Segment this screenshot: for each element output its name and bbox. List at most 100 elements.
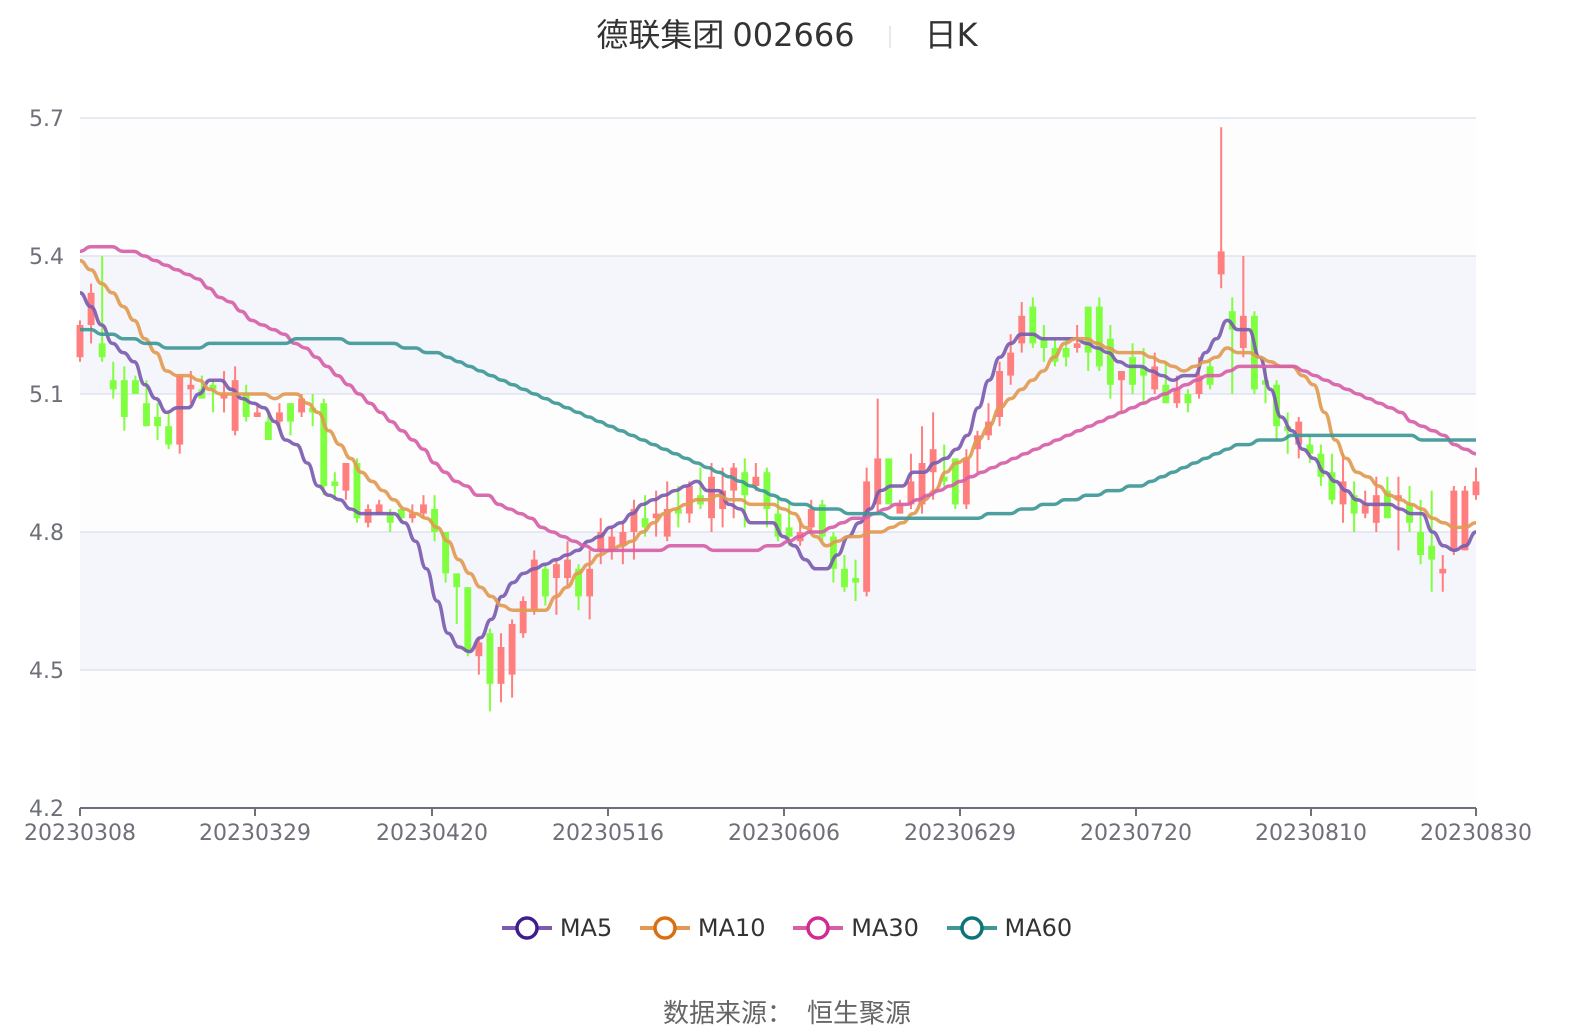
candle[interactable]	[774, 513, 782, 537]
candle[interactable]	[885, 458, 893, 505]
candle[interactable]	[187, 384, 195, 390]
candle[interactable]	[397, 509, 405, 519]
candle[interactable]	[342, 463, 350, 491]
candle[interactable]	[464, 587, 472, 652]
candle[interactable]	[907, 481, 915, 505]
candle[interactable]	[364, 509, 372, 523]
candle[interactable]	[1439, 568, 1447, 574]
candle[interactable]	[1184, 394, 1192, 404]
candle[interactable]	[1361, 504, 1369, 514]
candle[interactable]	[154, 417, 161, 427]
candle[interactable]	[475, 642, 483, 657]
candle[interactable]	[442, 532, 450, 574]
candle[interactable]	[752, 476, 760, 486]
candle[interactable]	[1328, 472, 1336, 500]
candle[interactable]	[874, 458, 882, 505]
candle[interactable]	[630, 509, 638, 532]
candle[interactable]	[652, 513, 660, 519]
candle[interactable]	[176, 375, 184, 445]
candle[interactable]	[1106, 338, 1114, 385]
candle[interactable]	[1228, 311, 1236, 330]
candle[interactable]	[985, 421, 992, 436]
legend-item-ma5[interactable]: MA5	[501, 914, 612, 942]
candle[interactable]	[1195, 375, 1203, 394]
candle[interactable]	[608, 536, 616, 551]
candle[interactable]	[597, 532, 605, 551]
candle[interactable]	[431, 509, 438, 532]
candle[interactable]	[420, 504, 427, 514]
candle[interactable]	[918, 463, 926, 505]
candle[interactable]	[1151, 366, 1159, 390]
candle[interactable]	[298, 398, 306, 413]
candle[interactable]	[1029, 306, 1037, 344]
candle[interactable]	[453, 573, 461, 588]
candle[interactable]	[841, 568, 848, 588]
candle[interactable]	[685, 486, 693, 514]
candle[interactable]	[76, 325, 84, 358]
candle[interactable]	[275, 412, 283, 422]
candle[interactable]	[1095, 306, 1103, 367]
candle[interactable]	[508, 624, 516, 675]
candle[interactable]	[264, 421, 272, 440]
candle[interactable]	[719, 490, 727, 509]
legend-item-ma10[interactable]: MA10	[639, 914, 766, 942]
candle[interactable]	[663, 509, 671, 537]
candle[interactable]	[785, 527, 793, 537]
candle[interactable]	[109, 380, 117, 390]
candle[interactable]	[1306, 444, 1314, 454]
candle[interactable]	[929, 449, 937, 473]
candle[interactable]	[320, 403, 328, 486]
candle[interactable]	[1217, 251, 1225, 275]
candle[interactable]	[1450, 490, 1458, 551]
candle[interactable]	[973, 435, 981, 450]
candle[interactable]	[1395, 495, 1402, 500]
candle[interactable]	[564, 559, 571, 578]
ma-line-ma30[interactable]	[79, 245, 1477, 553]
candle[interactable]	[131, 380, 139, 394]
candle[interactable]	[1062, 348, 1070, 358]
candle[interactable]	[1173, 389, 1181, 404]
ma-line-ma10[interactable]	[79, 258, 1477, 612]
candle[interactable]	[996, 371, 1004, 417]
candle[interactable]	[1007, 352, 1015, 376]
candle[interactable]	[1084, 306, 1092, 353]
candle[interactable]	[940, 476, 948, 482]
candle[interactable]	[519, 601, 527, 634]
candle[interactable]	[852, 578, 859, 583]
candle[interactable]	[220, 394, 228, 399]
ma-line-ma60[interactable]	[79, 327, 1476, 520]
candle[interactable]	[807, 509, 815, 528]
legend-item-ma60[interactable]: MA60	[946, 914, 1072, 942]
candle[interactable]	[1295, 421, 1303, 445]
candle[interactable]	[1140, 366, 1148, 376]
candle[interactable]	[98, 343, 106, 358]
candle[interactable]	[1417, 532, 1425, 555]
legend-item-ma30[interactable]: MA30	[793, 914, 919, 942]
candle[interactable]	[1339, 481, 1347, 505]
candle[interactable]	[586, 568, 594, 597]
candle[interactable]	[375, 504, 383, 514]
candle[interactable]	[1472, 481, 1480, 496]
candle[interactable]	[674, 509, 682, 514]
candle[interactable]	[962, 458, 970, 505]
candle[interactable]	[1350, 495, 1358, 514]
ma-line-ma5[interactable]	[79, 291, 1477, 654]
candle[interactable]	[1372, 495, 1380, 523]
candle[interactable]	[242, 394, 250, 417]
candle[interactable]	[497, 647, 505, 684]
candle[interactable]	[575, 568, 583, 597]
candle[interactable]	[209, 384, 217, 390]
candle[interactable]	[143, 403, 150, 427]
candle[interactable]	[1239, 315, 1247, 348]
candle[interactable]	[619, 532, 627, 546]
candle[interactable]	[1040, 338, 1048, 348]
candle[interactable]	[530, 559, 538, 611]
candle[interactable]	[87, 292, 95, 325]
candle[interactable]	[818, 504, 826, 537]
candle[interactable]	[863, 481, 871, 592]
candle[interactable]	[641, 518, 649, 528]
candle[interactable]	[541, 568, 549, 597]
candle[interactable]	[386, 513, 394, 523]
candle[interactable]	[486, 633, 494, 684]
candle[interactable]	[1461, 490, 1469, 551]
